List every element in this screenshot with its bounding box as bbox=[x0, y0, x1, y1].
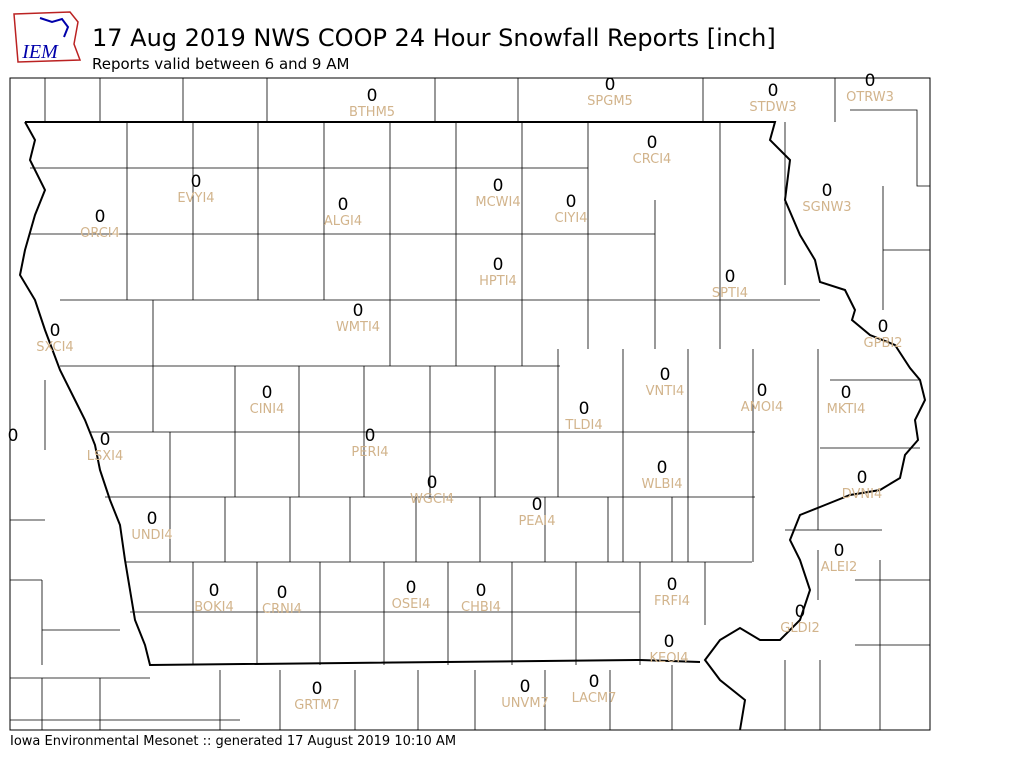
station-value: 0 bbox=[520, 677, 531, 697]
station-value: 0 bbox=[579, 399, 590, 419]
station-id: GLDI2 bbox=[780, 621, 819, 636]
station-id: STDW3 bbox=[749, 100, 796, 115]
station-value: 0 bbox=[532, 495, 543, 515]
station-id: OTRW3 bbox=[846, 90, 894, 105]
station-id: KEOI4 bbox=[649, 651, 688, 666]
station-value: 0 bbox=[795, 602, 806, 622]
station-id: LACM7 bbox=[572, 691, 617, 706]
station-id: BOKI4 bbox=[194, 600, 234, 615]
station-value: 0 bbox=[757, 381, 768, 401]
station-value: 0 bbox=[822, 181, 833, 201]
station-value: 0 bbox=[406, 578, 417, 598]
station-id: ALGI4 bbox=[324, 214, 362, 229]
station-id: VNTI4 bbox=[646, 384, 685, 399]
station-value: 0 bbox=[476, 581, 487, 601]
station-id: UNVM7 bbox=[501, 696, 549, 711]
station-id: FRFI4 bbox=[654, 594, 690, 609]
station-value: 0 bbox=[147, 509, 158, 529]
logo: IEM bbox=[13, 11, 82, 63]
station-id: WLBI4 bbox=[641, 477, 682, 492]
station-value: 0 bbox=[353, 301, 364, 321]
station-value: 0 bbox=[647, 133, 658, 153]
station-value: 0 bbox=[209, 581, 220, 601]
station-id: GRTM7 bbox=[294, 698, 340, 713]
station-id: AMOI4 bbox=[741, 400, 783, 415]
station-value: 0 bbox=[566, 192, 577, 212]
map-frame bbox=[9, 77, 931, 731]
station-value: 0 bbox=[857, 468, 868, 488]
station-value: 0 bbox=[657, 458, 668, 478]
station-id: HPTI4 bbox=[479, 274, 517, 289]
station-value: 0 bbox=[768, 81, 779, 101]
station-value: 0 bbox=[589, 672, 600, 692]
station-value: 0 bbox=[493, 255, 504, 275]
station-value: 0 bbox=[667, 575, 678, 595]
station-value: 0 bbox=[100, 430, 111, 450]
station-id: CRNI4 bbox=[262, 602, 302, 617]
county-lines bbox=[10, 78, 930, 730]
station-value: 0 bbox=[277, 583, 288, 603]
logo-text: IEM bbox=[21, 41, 59, 63]
station-id: SPTI4 bbox=[712, 286, 748, 301]
title: 17 Aug 2019 NWS COOP 24 Hour Snowfall Re… bbox=[92, 24, 776, 52]
station-value: 0 bbox=[365, 426, 376, 446]
iowa-border bbox=[18, 121, 927, 731]
station-id: CIYI4 bbox=[555, 211, 588, 226]
station-id: MKTI4 bbox=[827, 402, 866, 417]
station-value: 0 bbox=[50, 321, 61, 341]
station-id: CHBI4 bbox=[461, 600, 501, 615]
station-id: GPBI2 bbox=[864, 336, 903, 351]
station-value: 0 bbox=[725, 267, 736, 287]
station-value: 0 bbox=[427, 473, 438, 493]
station-value: 0 bbox=[367, 86, 378, 106]
station-id: ALEI2 bbox=[821, 560, 857, 575]
station-id: PERI4 bbox=[351, 445, 388, 460]
station-id: WGCI4 bbox=[410, 492, 454, 507]
station-id: MCWI4 bbox=[475, 195, 520, 210]
station-id: BTHM5 bbox=[349, 105, 395, 120]
station-id: SGNW3 bbox=[802, 200, 851, 215]
station-value: 0 bbox=[8, 426, 19, 446]
station-id: LSXI4 bbox=[87, 449, 124, 464]
station-value: 0 bbox=[493, 176, 504, 196]
station-id: PEAI4 bbox=[518, 514, 555, 529]
station-value: 0 bbox=[664, 632, 675, 652]
station-id: CRCI4 bbox=[633, 152, 672, 167]
station-value: 0 bbox=[605, 75, 616, 95]
station-id: SXCI4 bbox=[36, 340, 73, 355]
station-value: 0 bbox=[865, 71, 876, 91]
station-id: EVYI4 bbox=[177, 191, 214, 206]
station-value: 0 bbox=[841, 383, 852, 403]
station-id: ORCI4 bbox=[80, 226, 120, 241]
station-value: 0 bbox=[95, 207, 106, 227]
subtitle: Reports valid between 6 and 9 AM bbox=[92, 55, 349, 73]
station-id: WMTI4 bbox=[336, 320, 380, 335]
footer: Iowa Environmental Mesonet :: generated … bbox=[10, 734, 456, 749]
station-value: 0 bbox=[262, 383, 273, 403]
station-id: UNDI4 bbox=[131, 528, 172, 543]
station-value: 0 bbox=[338, 195, 349, 215]
station-value: 0 bbox=[878, 317, 889, 337]
station-value: 0 bbox=[660, 365, 671, 385]
station-id: CINI4 bbox=[250, 402, 285, 417]
station-id: OSEI4 bbox=[392, 597, 431, 612]
station-value: 0 bbox=[312, 679, 323, 699]
station-value: 0 bbox=[191, 172, 202, 192]
station-id: SPGM5 bbox=[587, 94, 633, 109]
station-id: DVNI4 bbox=[842, 487, 883, 502]
station-id: TLDI4 bbox=[564, 418, 602, 433]
station-value: 0 bbox=[834, 541, 845, 561]
